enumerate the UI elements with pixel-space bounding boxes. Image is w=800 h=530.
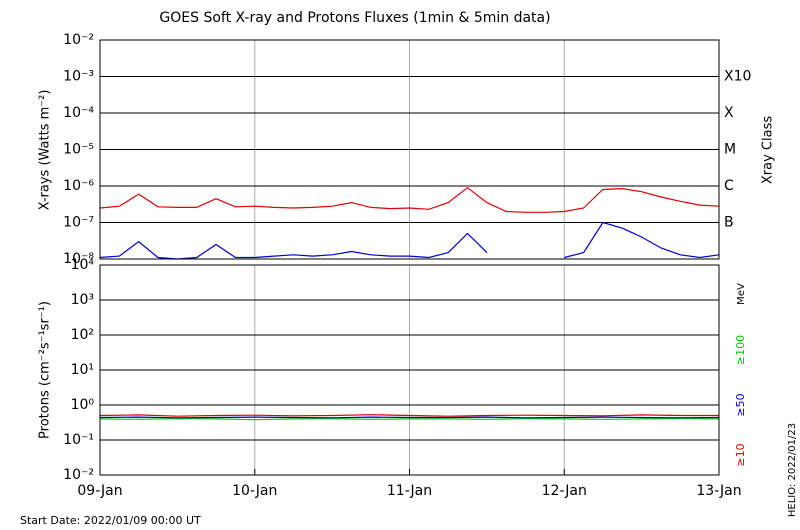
y-axis-title: X-rays (Watts m⁻²) — [38, 90, 53, 211]
legend-entry: ≥50 — [734, 393, 747, 416]
plot-frame — [99, 39, 720, 260]
x-tick-label: 10-Jan — [232, 483, 277, 499]
class-label: M — [724, 142, 736, 158]
y2-axis-title: Xray Class — [761, 116, 776, 184]
y-tick-label: 10⁻⁶ — [63, 178, 94, 194]
y-tick-label: 10⁻⁸ — [63, 251, 94, 267]
y-tick-label: 10⁻³ — [63, 69, 94, 85]
series-line — [99, 417, 720, 421]
series-line — [99, 186, 720, 213]
y-axis-title: Protons (cm⁻²s⁻¹sr⁻¹) — [38, 301, 53, 439]
y-tick-label: 10⁻² — [63, 467, 94, 483]
x-tick-label: 11-Jan — [387, 483, 432, 499]
legend-entry: ≥100 — [734, 335, 747, 365]
y-tick-label: 10¹ — [71, 362, 94, 378]
y-tick-label: 10⁻⁵ — [63, 142, 94, 158]
helio-date: HELIO: 2022/01/23 — [787, 423, 798, 517]
legend-entry: ≥10 — [734, 443, 747, 466]
series-line — [99, 416, 720, 419]
y-tick-label: 10⁰ — [71, 397, 95, 413]
class-label: X — [724, 105, 734, 121]
y-tick-label: 10⁻⁷ — [63, 215, 94, 231]
series-line — [99, 414, 719, 417]
y-tick-label: 10⁻² — [63, 32, 94, 48]
class-label: B — [724, 215, 734, 231]
x-tick-label: 09-Jan — [77, 483, 122, 499]
y-tick-label: 10⁻¹ — [63, 432, 94, 448]
y-tick-label: 10² — [71, 327, 94, 343]
start-date: Start Date: 2022/01/09 00:00 UT — [20, 514, 201, 527]
x-tick-label: 13-Jan — [696, 483, 741, 499]
y-tick-label: 10³ — [71, 292, 94, 308]
chart-title: GOES Soft X-ray and Protons Fluxes (1min… — [159, 10, 550, 26]
legend-title: MeV — [736, 283, 747, 305]
x-tick-label: 12-Jan — [542, 483, 587, 499]
class-label: C — [724, 178, 734, 194]
y-tick-label: 10⁻⁴ — [63, 105, 94, 121]
class-label: X10 — [724, 69, 751, 85]
series-line — [99, 232, 488, 260]
y-tick-label: 10⁴ — [71, 257, 95, 273]
series-line — [564, 221, 720, 259]
